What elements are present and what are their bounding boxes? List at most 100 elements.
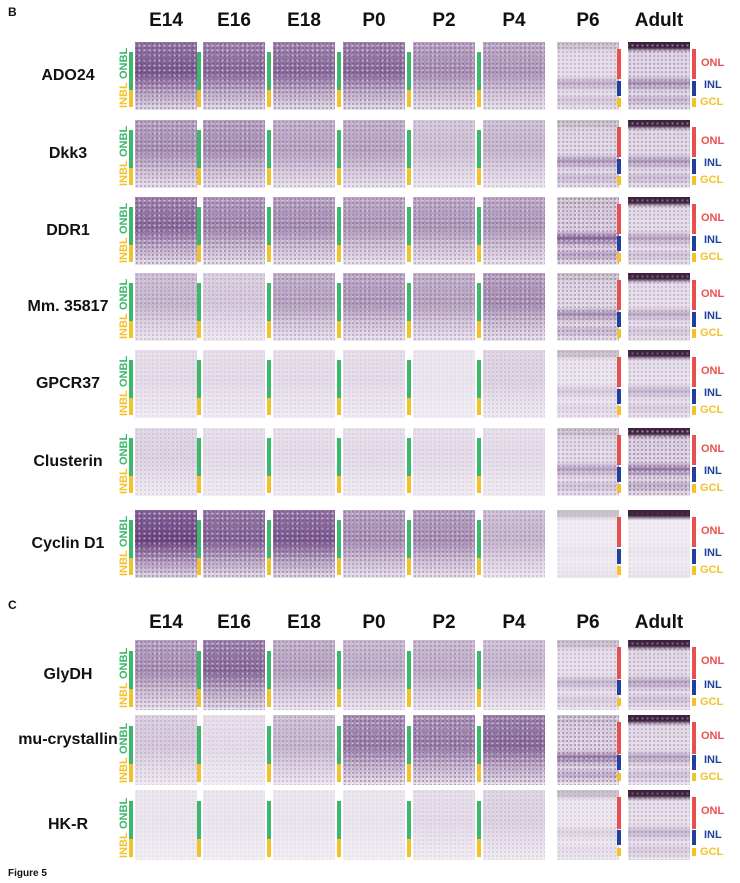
inbl-bar <box>477 557 481 575</box>
onl-bar <box>617 203 621 235</box>
texture <box>343 715 405 785</box>
texture <box>343 120 405 188</box>
ish-panel <box>483 197 545 265</box>
onbl-bar <box>197 800 201 839</box>
onbl-bar <box>337 725 341 764</box>
onbl-bar <box>267 52 271 90</box>
texture <box>273 197 335 265</box>
row-label: Dkk3 <box>48 145 88 162</box>
inbl-bar <box>129 397 133 415</box>
onbl-bar <box>337 650 341 689</box>
gcl-bar <box>692 406 696 415</box>
inl-bar <box>692 548 696 564</box>
stain <box>628 273 690 341</box>
onl-bar <box>692 516 696 548</box>
gcl-label: GCL <box>700 96 724 109</box>
ish-panel <box>557 790 619 860</box>
stain <box>483 120 545 188</box>
inl-label: INL <box>704 234 722 247</box>
onl-bar <box>692 279 696 311</box>
onbl-bar <box>197 438 201 476</box>
gcl-bar <box>617 406 621 415</box>
onl-bar <box>617 516 621 548</box>
texture <box>557 273 619 341</box>
texture <box>343 510 405 578</box>
inbl-bar <box>267 764 271 782</box>
inl-bar <box>692 754 696 771</box>
onbl-bar <box>267 438 271 476</box>
texture <box>135 120 197 188</box>
inbl-bar <box>407 689 411 707</box>
stain <box>273 350 335 418</box>
texture <box>273 428 335 496</box>
onbl-bar <box>129 360 133 398</box>
inbl-bar <box>407 320 411 338</box>
column-header: P4 <box>502 10 526 31</box>
ish-panel <box>203 640 265 710</box>
inl-bar <box>617 679 621 696</box>
texture <box>483 428 545 496</box>
texture <box>203 273 265 341</box>
onl-label: ONL <box>701 524 725 537</box>
gcl-label: GCL <box>700 174 724 187</box>
inbl-bar <box>129 557 133 575</box>
onl-bar <box>617 647 621 679</box>
texture <box>557 350 619 418</box>
stain <box>203 273 265 341</box>
inbl-bar <box>197 167 201 185</box>
texture <box>135 640 197 710</box>
ish-panel <box>273 120 335 188</box>
texture <box>273 715 335 785</box>
ish-panel <box>628 350 690 418</box>
onbl-bar <box>129 283 133 321</box>
ish-panel <box>557 197 619 265</box>
column-header: E14 <box>149 612 183 633</box>
texture <box>343 640 405 710</box>
texture <box>343 790 405 860</box>
inbl-bar <box>477 689 481 707</box>
texture <box>135 197 197 265</box>
inl-label: INL <box>704 79 722 92</box>
onl-label: ONL <box>701 56 725 69</box>
inl-label: INL <box>704 310 722 323</box>
texture <box>483 640 545 710</box>
ish-panel <box>628 273 690 341</box>
stain <box>483 273 545 341</box>
onl-label: ONL <box>701 287 725 300</box>
texture <box>557 197 619 265</box>
inbl-bar <box>197 475 201 493</box>
row-label: GlyDH <box>43 666 93 683</box>
ish-panel <box>203 428 265 496</box>
ish-panel <box>628 510 690 578</box>
texture <box>413 273 475 341</box>
inbl-bar <box>197 89 201 107</box>
ish-panel <box>343 428 405 496</box>
onbl-bar <box>407 520 411 558</box>
inbl-bar <box>129 689 133 707</box>
stain <box>413 42 475 110</box>
inbl-bar <box>337 839 341 857</box>
onl-bar <box>692 48 696 80</box>
texture <box>483 715 545 785</box>
stain <box>628 715 690 785</box>
onbl-bar <box>129 207 133 245</box>
stain <box>135 120 197 188</box>
stain <box>203 350 265 418</box>
onbl-bar <box>477 130 481 168</box>
ish-panel <box>628 42 690 110</box>
texture <box>557 120 619 188</box>
onbl-bar <box>129 520 133 558</box>
ish-panel <box>413 790 475 860</box>
ish-panel <box>135 350 197 418</box>
ish-panel <box>343 790 405 860</box>
inbl-bar <box>267 167 271 185</box>
texture <box>343 428 405 496</box>
onbl-bar <box>197 130 201 168</box>
onl-bar <box>692 126 696 158</box>
stain <box>628 350 690 418</box>
texture <box>628 510 690 578</box>
row-label: ADO24 <box>41 67 95 84</box>
gcl-bar <box>617 176 621 185</box>
stain <box>628 120 690 188</box>
ish-panel <box>135 715 197 785</box>
